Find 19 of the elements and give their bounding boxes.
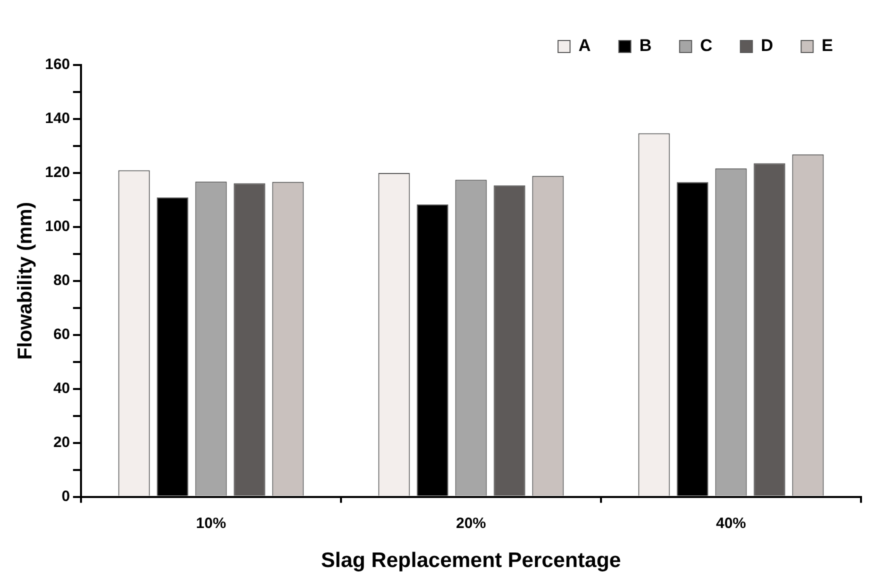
legend-label: D [760, 36, 774, 56]
y-axis-title: Flowability (mm) [14, 202, 37, 360]
y-tick-label: 40 [53, 380, 70, 397]
x-tick-label: 40% [716, 514, 746, 532]
y-tick-label: 100 [44, 218, 70, 236]
y-tick-label: 20 [53, 434, 70, 451]
legend-label: C [700, 36, 712, 56]
x-axis-title: Slag Replacement Percentage [321, 549, 621, 572]
y-tick-label: 120 [44, 164, 70, 182]
legend-label: B [639, 36, 652, 56]
y-tick-label: 80 [53, 272, 70, 290]
legend-label: E [822, 36, 834, 56]
x-tick-label: 20% [456, 514, 486, 532]
y-tick-label: 60 [53, 326, 70, 344]
y-tick-label: 140 [44, 110, 70, 128]
y-tick-label: 160 [44, 56, 70, 74]
legend-label: A [578, 36, 591, 56]
x-tick-label: 10% [196, 514, 226, 532]
y-tick-label: 0 [62, 488, 70, 505]
